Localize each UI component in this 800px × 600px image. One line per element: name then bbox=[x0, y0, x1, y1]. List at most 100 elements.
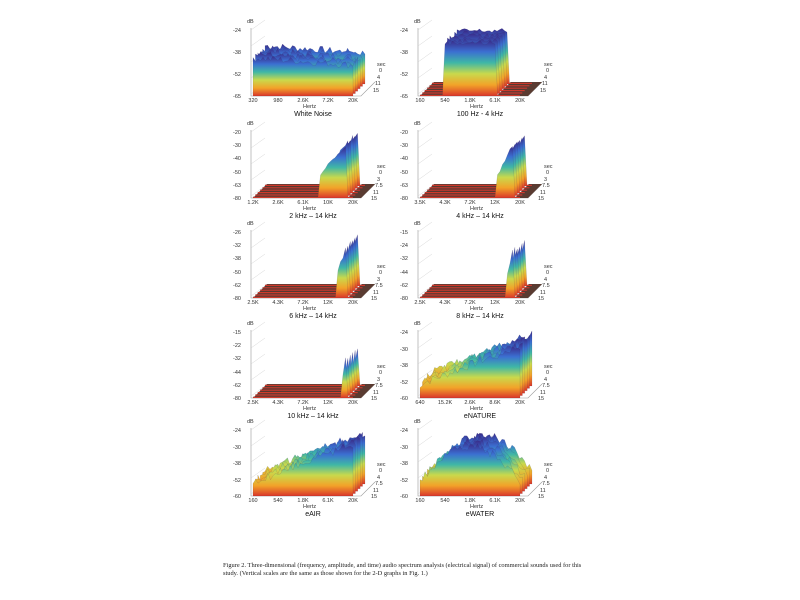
x-tick-label: 160 bbox=[415, 498, 425, 504]
grid-line bbox=[250, 253, 266, 265]
y-tick-label: -44 bbox=[233, 369, 241, 376]
time-tick-label: 4 bbox=[377, 474, 381, 481]
grid-line bbox=[417, 435, 433, 447]
spectrum-surface bbox=[417, 321, 543, 399]
y-tick-label: -20 bbox=[400, 130, 408, 136]
y-tick-label: -52 bbox=[400, 379, 408, 386]
y-unit-label: dB bbox=[414, 19, 421, 25]
panel-caption: eAIR bbox=[305, 511, 321, 518]
time-tick-label: 15 bbox=[538, 296, 545, 302]
grid-line bbox=[417, 419, 433, 431]
time-tick-label: 11 bbox=[373, 189, 379, 196]
x-tick-label: 15.2K bbox=[437, 400, 453, 406]
spectrum-panel: dB -20 -30 -40 -50 -63 -80 1.2K 2.6K 6.1K 10K 20K He… bbox=[233, 121, 393, 212]
y-unit-label: dB bbox=[247, 121, 254, 127]
x-tick-label: 7.2K bbox=[297, 400, 309, 406]
time-tick-label: 15 bbox=[540, 87, 547, 94]
time-unit-label: sec bbox=[544, 462, 553, 468]
y-tick-label: -15 bbox=[400, 230, 408, 236]
x-tick-label: 6.1K bbox=[297, 200, 309, 206]
x-tick-label: 160 bbox=[415, 98, 425, 104]
time-slice-surface bbox=[419, 249, 521, 299]
y-unit-label: dB bbox=[414, 321, 421, 327]
grid-line bbox=[250, 35, 266, 47]
time-slice-surface bbox=[252, 443, 354, 497]
spectrum-panel: dB -24 -38 -52 -65 320 980 2.6K 7.2K 20K Hertz sec 0… bbox=[233, 19, 393, 110]
spectrum-panel: dB -15 -22 -32 -44 -62 -80 2.5K 4.3K 7.2K 12K 20K He… bbox=[233, 321, 393, 412]
y-tick-label: -50 bbox=[233, 169, 241, 176]
x-tick-label: 4.3K bbox=[272, 300, 284, 306]
grid-line bbox=[250, 337, 266, 349]
x-tick-label: 7.2K bbox=[464, 300, 476, 306]
x-unit-label: Hertz bbox=[470, 306, 484, 312]
x-tick-label: 20K bbox=[348, 200, 358, 206]
y-tick-label: -80 bbox=[233, 296, 241, 302]
time-tick-label: 11 bbox=[373, 289, 379, 296]
time-tick-label: 11 bbox=[542, 81, 548, 87]
grid-line bbox=[417, 337, 433, 349]
time-tick-label: 15 bbox=[538, 196, 545, 202]
spectrum-surface bbox=[250, 419, 376, 497]
spectrum-surface bbox=[417, 419, 543, 497]
y-tick-label: -80 bbox=[400, 196, 408, 202]
x-tick-label: 20K bbox=[515, 200, 525, 206]
spectrum-surface bbox=[417, 121, 543, 199]
grid-line bbox=[417, 121, 433, 133]
x-tick-label: 3.5K bbox=[414, 200, 426, 206]
spectrum-panel: dB -24 -30 -38 -52 -60 640 15.2K 2.6K 8.6K 20K Hert… bbox=[400, 321, 560, 412]
grid-line bbox=[417, 19, 433, 31]
y-unit-label: dB bbox=[247, 419, 254, 425]
x-unit-label: Hertz bbox=[470, 104, 484, 110]
spectrum-surface bbox=[250, 19, 376, 97]
time-slice-surface bbox=[419, 40, 521, 97]
y-tick-label: -24 bbox=[233, 428, 241, 434]
time-unit-label: sec bbox=[377, 164, 386, 170]
time-tick-label: 11 bbox=[375, 81, 381, 87]
time-tick-label: 4 bbox=[544, 74, 548, 81]
time-tick-label: 4 bbox=[544, 276, 548, 283]
x-tick-label: 20K bbox=[515, 98, 525, 104]
x-unit-label: Hertz bbox=[470, 206, 484, 212]
y-tick-label: -30 bbox=[400, 143, 408, 150]
y-tick-label: -30 bbox=[400, 444, 408, 451]
y-tick-label: -52 bbox=[233, 477, 241, 484]
y-tick-label: -62 bbox=[233, 382, 241, 389]
panel-caption: 8 kHz – 14 kHz bbox=[456, 313, 504, 320]
spectrum-surface bbox=[250, 221, 376, 299]
y-unit-label: dB bbox=[414, 221, 421, 227]
y-tick-label: -24 bbox=[233, 28, 241, 34]
time-tick-label: 7.5 bbox=[375, 383, 383, 389]
y-tick-label: -40 bbox=[233, 156, 241, 163]
x-tick-label: 10K bbox=[323, 200, 333, 206]
y-tick-label: -24 bbox=[400, 330, 408, 336]
y-tick-label: -65 bbox=[400, 94, 408, 100]
y-tick-label: -60 bbox=[400, 396, 408, 402]
time-unit-label: sec bbox=[544, 264, 553, 270]
spectrum-panel: dB -15 -24 -32 -44 -62 -80 2.5K 4.3K 7.2K 12K 20K He… bbox=[400, 221, 560, 312]
time-unit-label: sec bbox=[544, 164, 553, 170]
y-unit-label: dB bbox=[414, 419, 421, 425]
y-unit-label: dB bbox=[247, 321, 254, 327]
y-tick-label: -80 bbox=[233, 196, 241, 202]
time-tick-label: 0 bbox=[546, 170, 550, 176]
x-tick-label: 20K bbox=[348, 300, 358, 306]
time-slice-surface bbox=[419, 443, 521, 497]
time-tick-label: 3 bbox=[377, 176, 381, 183]
grid-line bbox=[250, 321, 266, 333]
grid-line bbox=[250, 19, 266, 31]
time-tick-label: 0 bbox=[379, 468, 383, 474]
time-tick-label: 15 bbox=[373, 87, 380, 94]
y-tick-label: -65 bbox=[233, 94, 241, 100]
x-tick-label: 20K bbox=[515, 300, 525, 306]
time-unit-label: sec bbox=[377, 462, 386, 468]
figure-caption: Figure 2. Three-dimensional (frequency, … bbox=[223, 562, 582, 577]
y-tick-label: -32 bbox=[233, 243, 241, 250]
y-tick-label: -62 bbox=[400, 282, 408, 289]
grid-line bbox=[417, 137, 433, 149]
time-tick-label: 3 bbox=[377, 276, 381, 283]
x-unit-label: Hertz bbox=[470, 406, 484, 412]
y-tick-label: -32 bbox=[400, 256, 408, 263]
spectrum-surface bbox=[250, 321, 376, 399]
time-tick-label: 11 bbox=[540, 389, 546, 396]
y-tick-label: -20 bbox=[233, 130, 241, 136]
